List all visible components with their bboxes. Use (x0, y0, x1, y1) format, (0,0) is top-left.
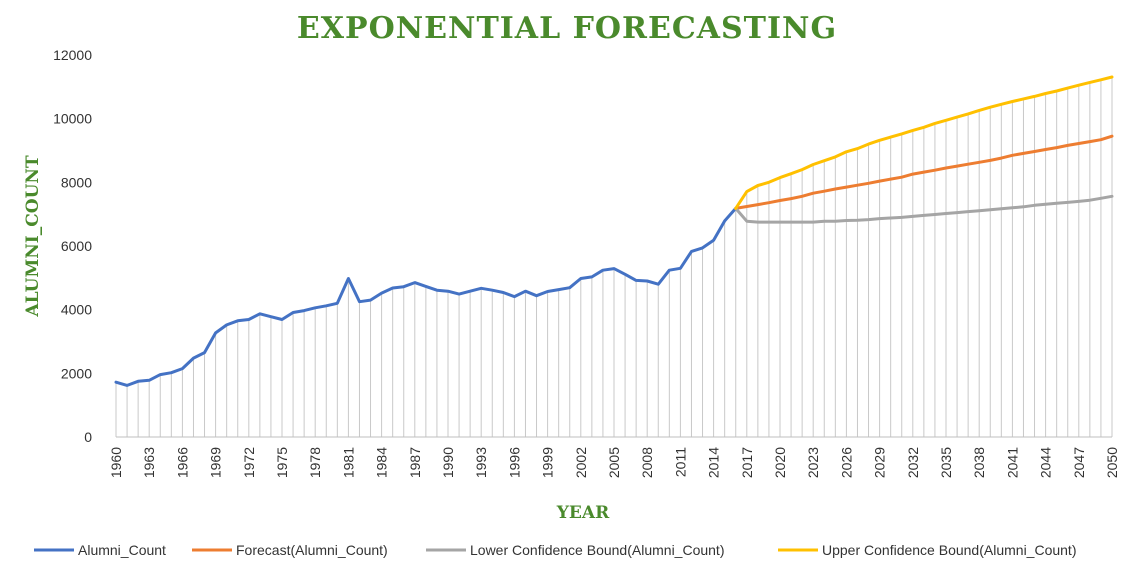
x-tick-label: 2014 (706, 447, 722, 478)
y-tick-label: 4000 (61, 302, 92, 318)
x-tick-label: 1972 (241, 447, 257, 478)
legend-label: Alumni_Count (78, 542, 166, 558)
legend-item: Upper Confidence Bound(Alumni_Count) (778, 542, 1076, 558)
x-tick-label: 1963 (141, 447, 157, 478)
x-tick-label: 1969 (208, 447, 224, 478)
x-tick-label: 2005 (606, 447, 622, 478)
x-tick-label: 2029 (872, 447, 888, 478)
x-tick-label: 1978 (307, 447, 323, 478)
y-axis-ticks: 0 2000 4000 6000 8000 10000 12000 (53, 47, 92, 445)
legend-label: Forecast(Alumni_Count) (236, 542, 388, 558)
x-tick-label: 1966 (174, 447, 190, 478)
y-tick-label: 8000 (61, 174, 92, 190)
x-tick-label: 2038 (971, 447, 987, 478)
x-tick-label: 1993 (473, 447, 489, 478)
legend-item: Lower Confidence Bound(Alumni_Count) (426, 542, 724, 558)
x-tick-label: 2008 (639, 447, 655, 478)
x-tick-label: 1990 (440, 447, 456, 478)
legend-label: Upper Confidence Bound(Alumni_Count) (822, 542, 1076, 558)
x-tick-label: 1996 (506, 447, 522, 478)
x-tick-label: 1981 (340, 447, 356, 478)
x-tick-label: 2026 (838, 447, 854, 478)
x-axis-title: YEAR (556, 503, 610, 523)
series-line-4 (734, 75, 1114, 210)
x-tick-label: 2044 (1038, 447, 1054, 478)
x-tick-label: 2035 (938, 447, 954, 478)
x-tick-label: 1975 (274, 447, 290, 478)
series-line-3 (734, 194, 1114, 224)
x-tick-label: 1999 (540, 447, 556, 478)
x-tick-label: 2020 (772, 447, 788, 478)
x-tick-label: 2041 (1004, 447, 1020, 478)
series-lines (114, 75, 1114, 387)
x-tick-label: 1960 (108, 447, 124, 478)
drop-lines (115, 76, 1113, 437)
legend-item: Alumni_Count (34, 542, 166, 558)
y-tick-label: 10000 (53, 111, 92, 127)
x-tick-label: 2032 (905, 447, 921, 478)
x-tick-label: 2050 (1104, 447, 1120, 478)
y-tick-label: 6000 (61, 238, 92, 254)
y-tick-label: 2000 (61, 365, 92, 381)
legend-item: Forecast(Alumni_Count) (192, 542, 388, 558)
chart-title: EXPONENTIAL FORECASTING (297, 11, 837, 46)
x-tick-label: 1984 (374, 447, 390, 478)
series-line-1 (114, 206, 738, 387)
x-tick-label: 2047 (1071, 447, 1087, 478)
x-tick-label: 1987 (407, 447, 423, 478)
y-tick-label: 12000 (53, 47, 92, 63)
x-tick-label: 2023 (805, 447, 821, 478)
series-line-2 (734, 134, 1114, 210)
x-tick-label: 2011 (672, 447, 688, 477)
y-axis-title: ALUMNI_COUNT (23, 155, 43, 318)
legend-label: Lower Confidence Bound(Alumni_Count) (470, 542, 724, 558)
x-tick-label: 2017 (739, 447, 755, 478)
x-tick-label: 2002 (573, 447, 589, 478)
y-tick-label: 0 (84, 429, 92, 445)
x-axis-ticks: 1960 1963 1966 1969 1972 1975 1978 1981 1984 1987… (108, 447, 1120, 478)
legend: Alumni_Count Forecast(Alumni_Count) Lower … (34, 542, 1076, 558)
